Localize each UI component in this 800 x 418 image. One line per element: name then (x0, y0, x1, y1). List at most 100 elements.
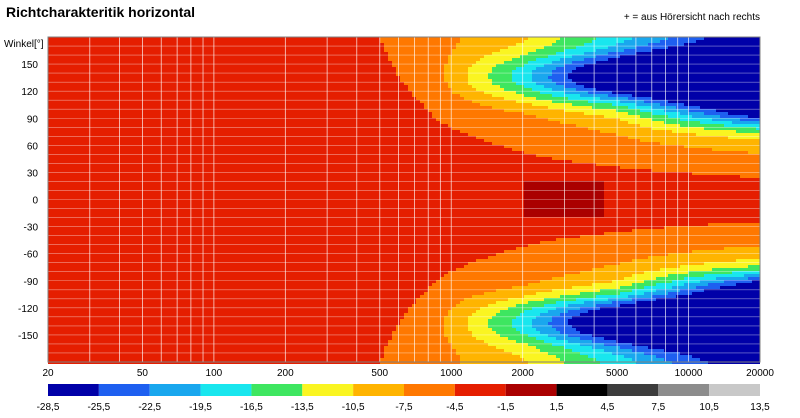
heatmap-cell (476, 106, 480, 109)
heatmap-cell (124, 97, 128, 100)
heatmap-cell (236, 46, 240, 49)
heatmap-cell (608, 97, 612, 100)
heatmap-cell (140, 115, 144, 118)
heatmap-cell (692, 76, 696, 79)
heatmap-cell (392, 85, 396, 88)
heatmap-cell (180, 40, 184, 43)
heatmap-cell (500, 97, 504, 100)
heatmap-cell (52, 46, 56, 49)
heatmap-cell (92, 46, 96, 49)
heatmap-cell (304, 46, 308, 49)
heatmap-cell (332, 112, 336, 115)
heatmap-cell (416, 100, 420, 103)
heatmap-cell (124, 88, 128, 91)
heatmap-cell (680, 49, 684, 52)
heatmap-cell (200, 79, 204, 82)
heatmap-cell (200, 55, 204, 58)
heatmap-cell (420, 112, 424, 115)
heatmap-cell (612, 55, 616, 58)
heatmap-cell (292, 73, 296, 76)
heatmap-cell (460, 103, 464, 106)
heatmap-cell (548, 85, 552, 88)
heatmap-cell (524, 106, 528, 109)
heatmap-cell (244, 82, 248, 85)
heatmap-cell (276, 112, 280, 115)
heatmap-cell (468, 82, 472, 85)
heatmap-cell (744, 76, 748, 79)
heatmap-cell (176, 91, 180, 94)
heatmap-cell (744, 82, 748, 85)
heatmap-cell (708, 88, 712, 91)
heatmap-cell (236, 79, 240, 82)
heatmap-cell (708, 115, 712, 118)
heatmap-cell (692, 55, 696, 58)
heatmap-cell (424, 46, 428, 49)
heatmap-cell (128, 103, 132, 106)
heatmap-cell (672, 94, 676, 97)
heatmap-cell (72, 67, 76, 70)
heatmap-cell (284, 76, 288, 79)
heatmap-cell (568, 94, 572, 97)
heatmap-cell (312, 43, 316, 46)
heatmap-cell (148, 49, 152, 52)
heatmap-cell (356, 43, 360, 46)
heatmap-cell (412, 94, 416, 97)
heatmap-cell (256, 67, 260, 70)
heatmap-cell (736, 58, 740, 61)
heatmap-cell (584, 55, 588, 58)
heatmap-cell (356, 91, 360, 94)
heatmap-cell (512, 79, 516, 82)
heatmap-cell (580, 67, 584, 70)
heatmap-cell (228, 106, 232, 109)
heatmap-cell (488, 55, 492, 58)
heatmap-cell (528, 118, 532, 121)
heatmap-cell (652, 46, 656, 49)
heatmap-cell (264, 85, 268, 88)
heatmap-cell (524, 67, 528, 70)
heatmap-cell (240, 106, 244, 109)
heatmap-cell (708, 49, 712, 52)
heatmap-cell (420, 49, 424, 52)
heatmap-cell (264, 103, 268, 106)
heatmap-cell (256, 73, 260, 76)
heatmap-cell (544, 106, 548, 109)
heatmap-cell (292, 100, 296, 103)
heatmap-cell (116, 106, 120, 109)
heatmap-cell (344, 37, 348, 40)
heatmap-cell (604, 82, 608, 85)
heatmap-cell (172, 64, 176, 67)
heatmap-cell (320, 40, 324, 43)
heatmap-cell (356, 88, 360, 91)
heatmap-cell (328, 46, 332, 49)
heatmap-cell (200, 67, 204, 70)
heatmap-cell (628, 70, 632, 73)
heatmap-cell (272, 91, 276, 94)
heatmap-cell (504, 115, 508, 118)
heatmap-cell (556, 115, 560, 118)
heatmap-cell (200, 76, 204, 79)
heatmap-cell (520, 91, 524, 94)
heatmap-cell (240, 79, 244, 82)
heatmap-cell (384, 49, 388, 52)
heatmap-cell (52, 73, 56, 76)
heatmap-cell (112, 76, 116, 79)
heatmap-cell (236, 43, 240, 46)
heatmap-cell (160, 112, 164, 115)
heatmap-cell (252, 82, 256, 85)
heatmap-cell (228, 49, 232, 52)
heatmap-cell (252, 46, 256, 49)
heatmap-cell (284, 82, 288, 85)
heatmap-cell (456, 82, 460, 85)
heatmap-cell (512, 52, 516, 55)
heatmap-cell (256, 109, 260, 112)
heatmap-cell (468, 61, 472, 64)
heatmap-cell (136, 103, 140, 106)
heatmap-cell (392, 79, 396, 82)
heatmap-cell (512, 91, 516, 94)
heatmap-cell (388, 118, 392, 121)
heatmap-cell (612, 91, 616, 94)
heatmap-cell (112, 37, 116, 40)
heatmap-cell (188, 118, 192, 121)
heatmap-cell (76, 76, 80, 79)
heatmap-cell (720, 61, 724, 64)
